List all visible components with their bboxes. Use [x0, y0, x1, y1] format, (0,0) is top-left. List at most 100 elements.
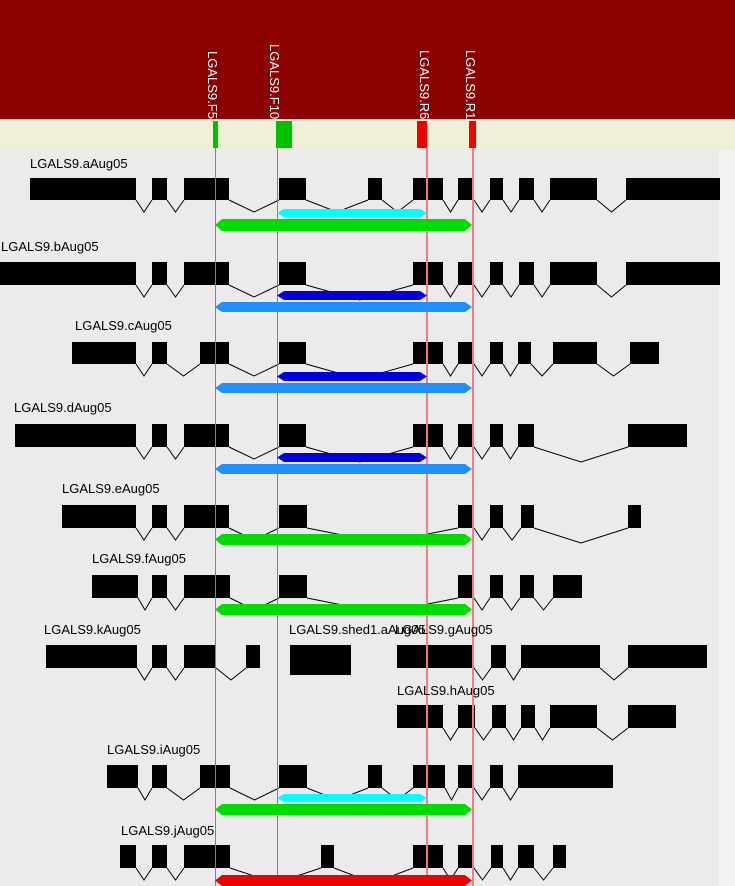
- exon[interactable]: [279, 765, 307, 788]
- primer-mark[interactable]: [469, 121, 476, 148]
- exon[interactable]: [30, 178, 136, 200]
- exon[interactable]: [152, 424, 167, 447]
- transcript-label[interactable]: LGALS9.jAug05: [121, 823, 215, 838]
- exon[interactable]: [518, 424, 534, 447]
- exon[interactable]: [490, 575, 503, 598]
- exon[interactable]: [413, 845, 443, 868]
- exon[interactable]: [630, 342, 659, 364]
- amplicon-bar-blue[interactable]: [277, 372, 427, 381]
- exon[interactable]: [490, 262, 503, 285]
- exon[interactable]: [458, 342, 474, 364]
- exon[interactable]: [553, 575, 582, 598]
- exon[interactable]: [152, 575, 167, 598]
- exon[interactable]: [521, 645, 600, 668]
- exon[interactable]: [72, 342, 136, 364]
- amplicon-bar-cyan[interactable]: [277, 209, 427, 217]
- exon[interactable]: [413, 262, 443, 285]
- exon[interactable]: [490, 505, 503, 528]
- exon[interactable]: [458, 765, 474, 788]
- exon[interactable]: [152, 262, 167, 285]
- exon[interactable]: [413, 424, 443, 447]
- transcript-label[interactable]: LGALS9.hAug05: [397, 683, 495, 698]
- exon[interactable]: [152, 178, 167, 200]
- exon[interactable]: [290, 645, 351, 675]
- transcript-label[interactable]: LGALS9.fAug05: [92, 551, 186, 566]
- exon[interactable]: [491, 845, 503, 868]
- exon[interactable]: [521, 505, 534, 528]
- exon[interactable]: [626, 178, 720, 200]
- exon[interactable]: [152, 645, 167, 668]
- exon[interactable]: [107, 765, 138, 788]
- exon[interactable]: [279, 342, 306, 364]
- exon[interactable]: [279, 424, 306, 447]
- exon[interactable]: [519, 262, 534, 285]
- exon[interactable]: [518, 342, 531, 364]
- exon[interactable]: [458, 424, 474, 447]
- transcript-label[interactable]: LGALS9.eAug05: [62, 481, 160, 496]
- transcript-label[interactable]: LGALS9.gAug05: [395, 622, 493, 637]
- exon[interactable]: [550, 262, 597, 285]
- amplicon-bar-blue[interactable]: [277, 453, 427, 462]
- transcript-label[interactable]: LGALS9.bAug05: [1, 239, 99, 254]
- exon[interactable]: [490, 178, 503, 200]
- primer-label[interactable]: LGALS9.F5: [205, 51, 220, 119]
- exon[interactable]: [491, 645, 506, 668]
- exon[interactable]: [368, 765, 382, 788]
- exon[interactable]: [628, 705, 676, 728]
- exon[interactable]: [490, 765, 503, 788]
- transcript-label[interactable]: LGALS9.kAug05: [44, 622, 141, 637]
- exon[interactable]: [413, 342, 443, 364]
- amplicon-bar-dodger[interactable]: [215, 383, 472, 393]
- exon[interactable]: [152, 765, 167, 788]
- exon[interactable]: [550, 178, 597, 200]
- amplicon-bar-green[interactable]: [215, 219, 472, 231]
- exon[interactable]: [152, 342, 167, 364]
- amplicon-bar-cyan[interactable]: [277, 794, 427, 802]
- exon[interactable]: [184, 262, 229, 285]
- primer-mark[interactable]: [417, 121, 427, 148]
- transcript-label[interactable]: LGALS9.dAug05: [14, 400, 112, 415]
- exon[interactable]: [46, 645, 137, 668]
- amplicon-bar-green[interactable]: [215, 534, 472, 545]
- amplicon-bar-green[interactable]: [215, 804, 472, 815]
- exon[interactable]: [184, 575, 230, 598]
- exon[interactable]: [413, 765, 445, 788]
- exon[interactable]: [152, 845, 167, 868]
- primer-mark[interactable]: [276, 121, 292, 148]
- exon[interactable]: [458, 705, 475, 728]
- exon[interactable]: [397, 705, 443, 728]
- exon[interactable]: [184, 845, 230, 868]
- amplicon-bar-dodger[interactable]: [215, 302, 472, 312]
- transcript-label[interactable]: LGALS9.cAug05: [75, 318, 172, 333]
- exon[interactable]: [246, 645, 260, 668]
- exon[interactable]: [184, 178, 229, 200]
- exon[interactable]: [458, 178, 474, 200]
- amplicon-bar-dodger[interactable]: [215, 464, 472, 474]
- exon[interactable]: [490, 342, 503, 364]
- exon[interactable]: [0, 262, 136, 285]
- exon[interactable]: [184, 645, 216, 668]
- amplicon-bar-blue[interactable]: [277, 291, 427, 300]
- exon[interactable]: [15, 424, 136, 447]
- exon[interactable]: [518, 845, 534, 868]
- exon[interactable]: [492, 705, 506, 728]
- amplicon-bar-red[interactable]: [215, 875, 472, 886]
- primer-label[interactable]: LGALS9.F10: [267, 43, 282, 119]
- amplicon-bar-green[interactable]: [215, 604, 472, 615]
- exon[interactable]: [368, 178, 382, 200]
- primer-label[interactable]: LGALS9.R6: [417, 49, 432, 119]
- exon[interactable]: [397, 645, 474, 668]
- exon[interactable]: [200, 342, 229, 364]
- primer-mark[interactable]: [213, 121, 218, 148]
- exon[interactable]: [626, 262, 720, 285]
- exon[interactable]: [321, 845, 334, 868]
- transcript-label[interactable]: LGALS9.shed1.aAug05: [289, 622, 426, 637]
- exon[interactable]: [62, 505, 136, 528]
- exon[interactable]: [92, 575, 138, 598]
- exon[interactable]: [279, 262, 306, 285]
- exon[interactable]: [490, 424, 503, 447]
- exon[interactable]: [413, 178, 443, 200]
- exon[interactable]: [152, 505, 167, 528]
- primer-label[interactable]: LGALS9.R1: [463, 49, 478, 119]
- exon[interactable]: [628, 424, 687, 447]
